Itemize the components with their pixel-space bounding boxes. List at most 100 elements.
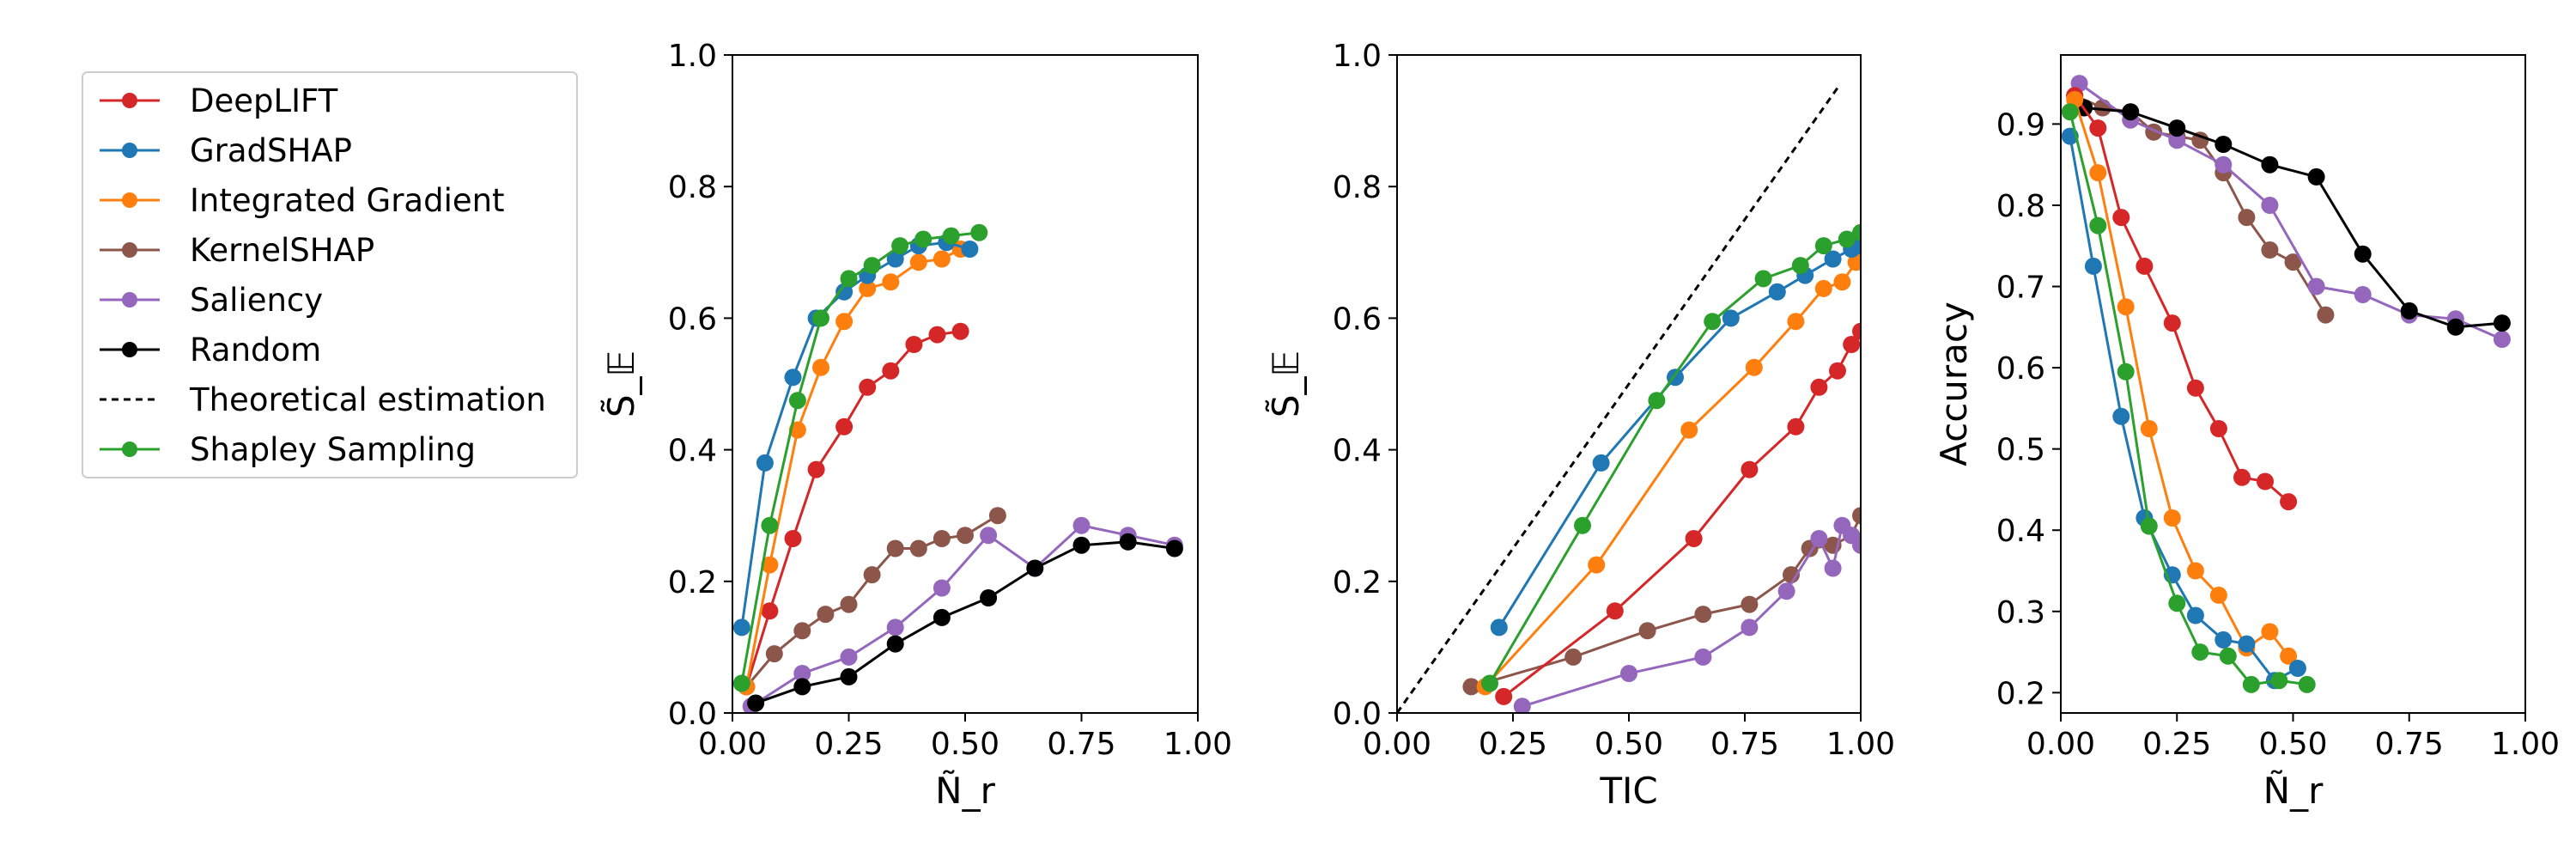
data-point-saliency (1072, 516, 1091, 534)
legend-swatch-marker (122, 292, 137, 308)
y-axis-label: S̃_𝔼 (599, 350, 642, 417)
data-point-integrated-gradient (1680, 421, 1698, 439)
legend-swatch-marker (122, 242, 137, 258)
data-point-deeplift (1606, 602, 1624, 620)
data-point-shapley-sampling (1852, 223, 1861, 241)
data-point-deeplift (1852, 322, 1861, 340)
chart-panel-right: 0.00 0.25 0.50 0.75 1.00 0.2 0.3 0.4 0.5 0.6 0.7 0.… (1933, 54, 2560, 812)
x-tick-label: 0.75 (1710, 727, 1779, 762)
data-point-gradshap (1722, 309, 1740, 327)
legend-label: Theoretical estimation (189, 381, 546, 418)
series-line-saliency (2078, 82, 2503, 341)
series-line-gradshap (1498, 244, 1861, 629)
series-line-random (755, 540, 1176, 704)
data-point-shapley-sampling (1814, 237, 1832, 255)
data-point-random (2168, 119, 2186, 137)
data-point-random (747, 694, 765, 712)
data-point-random (1026, 559, 1044, 577)
data-point-random (2400, 302, 2418, 320)
data-point-deeplift (1787, 417, 1805, 436)
data-point-integrated-gradient (2140, 420, 2158, 437)
data-point-saliency (1777, 582, 1795, 600)
data-point-shapley-sampling (2061, 103, 2079, 121)
legend-label: Shapley Sampling (190, 431, 476, 468)
x-tick-label: 1.00 (1163, 727, 1232, 762)
legend-item-random: Random (100, 332, 321, 369)
data-point-deeplift (1829, 362, 1846, 380)
data-point-integrated-gradient (1588, 556, 1606, 574)
data-point-kernelshap (933, 530, 951, 547)
data-point-gradshap (756, 454, 774, 472)
data-point-kernelshap (1638, 622, 1656, 640)
data-point-integrated-gradient (1745, 358, 1763, 376)
data-point-saliency (1810, 530, 1828, 547)
data-point-random (2493, 314, 2511, 332)
data-point-integrated-gradient (2089, 164, 2107, 182)
data-point-random (933, 608, 951, 626)
data-point-random (1119, 533, 1137, 551)
data-point-integrated-gradient (859, 279, 877, 297)
data-point-saliency (2261, 197, 2279, 214)
data-point-saliency (793, 665, 811, 682)
data-point-deeplift (2280, 493, 2298, 511)
legend-swatch-marker (122, 442, 137, 457)
data-point-gradshap (2084, 257, 2102, 275)
series-line-integrated-gradient (744, 247, 962, 687)
data-point-gradshap (2112, 407, 2130, 425)
data-point-random (980, 589, 998, 606)
x-tick-label: 0.25 (814, 727, 883, 762)
data-point-integrated-gradient (761, 556, 779, 574)
data-point-deeplift (807, 460, 825, 478)
series-line-saliency (750, 524, 1176, 708)
legend-item-integrated-gradient: Integrated Gradient (100, 182, 505, 219)
data-point-deeplift (951, 322, 969, 340)
x-tick-label: 0.75 (2375, 727, 2444, 762)
data-point-shapley-sampling (942, 227, 960, 245)
data-point-random (2122, 103, 2140, 121)
data-point-integrated-gradient (788, 421, 806, 439)
data-point-shapley-sampling (1574, 516, 1591, 534)
series-line-integrated-gradient (1484, 248, 1861, 688)
data-point-shapley-sampling (863, 257, 881, 275)
data-point-shapley-sampling (2117, 362, 2135, 381)
x-tick-label: 0.00 (2026, 727, 2095, 762)
y-tick-label: 0.2 (1333, 565, 1382, 600)
y-tick-label: 0.6 (1996, 351, 2045, 387)
data-point-shapley-sampling (761, 516, 779, 534)
data-point-shapley-sampling (788, 392, 806, 410)
data-point-integrated-gradient (835, 313, 854, 331)
y-tick-label: 0.0 (668, 697, 717, 732)
x-tick-label: 0.00 (698, 727, 767, 762)
data-point-random (2215, 136, 2233, 153)
legend-item-theoretical-estimation: Theoretical estimation (100, 381, 546, 418)
data-point-kernelshap (1741, 595, 1759, 613)
data-point-kernelshap (2238, 209, 2256, 227)
data-point-integrated-gradient (1814, 279, 1832, 297)
data-point-deeplift (905, 336, 923, 353)
x-tick-label: 1.00 (1826, 727, 1895, 762)
data-point-gradshap (2186, 606, 2204, 624)
data-point-kernelshap (2317, 306, 2335, 324)
legend-item-gradshap: GradSHAP (100, 132, 352, 169)
data-point-shapley-sampling (2191, 643, 2209, 661)
data-point-shapley-sampling (914, 230, 933, 248)
legend-item-saliency: Saliency (100, 282, 323, 319)
data-point-deeplift (1741, 460, 1759, 478)
data-point-shapley-sampling (2270, 672, 2288, 690)
data-point-shapley-sampling (1754, 270, 1772, 288)
y-tick-label: 0.2 (1996, 676, 2045, 711)
data-point-shapley-sampling (2242, 675, 2260, 693)
legend-item-shapley-sampling: Shapley Sampling (100, 431, 476, 468)
data-point-shapley-sampling (2298, 675, 2316, 693)
data-point-random (2261, 155, 2279, 174)
series-line-gradshap (2069, 136, 2299, 683)
series-line-kernelshap (1470, 515, 1861, 688)
series-group (732, 223, 1183, 713)
data-point-integrated-gradient (2117, 298, 2135, 316)
chart-panel-middle: 0.00 0.25 0.50 0.75 1.00 0.0 0.2 0.4 0.6 0.8 1.0 TI… (1264, 39, 1895, 812)
data-point-deeplift (784, 530, 802, 547)
data-point-deeplift (835, 417, 854, 436)
y-tick-label: 0.6 (1333, 302, 1382, 337)
data-point-saliency (1694, 648, 1712, 666)
series-line-shapley-sampling (740, 231, 980, 684)
